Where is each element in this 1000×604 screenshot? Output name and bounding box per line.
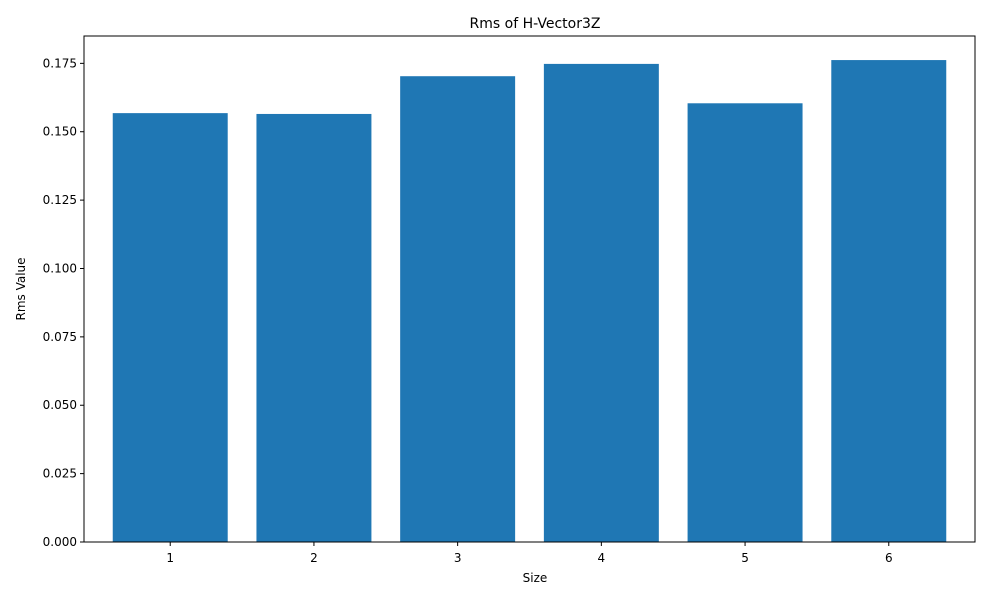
bar-3: [400, 76, 516, 543]
y-tick-label: 0.175: [43, 56, 77, 70]
bar-6: [831, 60, 947, 543]
y-axis-ticks: 0.000 0.025 0.050 0.075 0.100 0.125 0.150 0.175: [43, 56, 84, 549]
x-tick-label: 2: [310, 551, 318, 565]
x-tick-label: 3: [454, 551, 462, 565]
x-tick-label: 6: [885, 551, 893, 565]
x-axis-label: Size: [523, 571, 548, 585]
bars-group: [112, 60, 947, 543]
plot-frame: [83, 35, 976, 543]
y-tick-label: 0.100: [43, 261, 77, 275]
y-tick-label: 0.125: [43, 193, 77, 207]
y-tick-label: 0.000: [43, 535, 77, 549]
x-tick-label: 5: [741, 551, 749, 565]
x-tick-label: 4: [598, 551, 606, 565]
x-tick-label: 1: [166, 551, 174, 565]
y-axis-label: Rms Value: [14, 257, 28, 320]
chart-title: Rms of H-Vector3Z: [470, 16, 601, 32]
bar-2: [256, 113, 372, 542]
bar-4: [543, 63, 659, 542]
bar-5: [687, 103, 803, 542]
x-axis-ticks: 1 2 3 4 5 6: [166, 542, 893, 565]
bar-1: [112, 113, 228, 543]
y-tick-label: 0.150: [43, 125, 77, 139]
y-tick-label: 0.050: [43, 398, 77, 412]
y-tick-label: 0.025: [43, 467, 77, 481]
y-tick-label: 0.075: [43, 330, 77, 344]
